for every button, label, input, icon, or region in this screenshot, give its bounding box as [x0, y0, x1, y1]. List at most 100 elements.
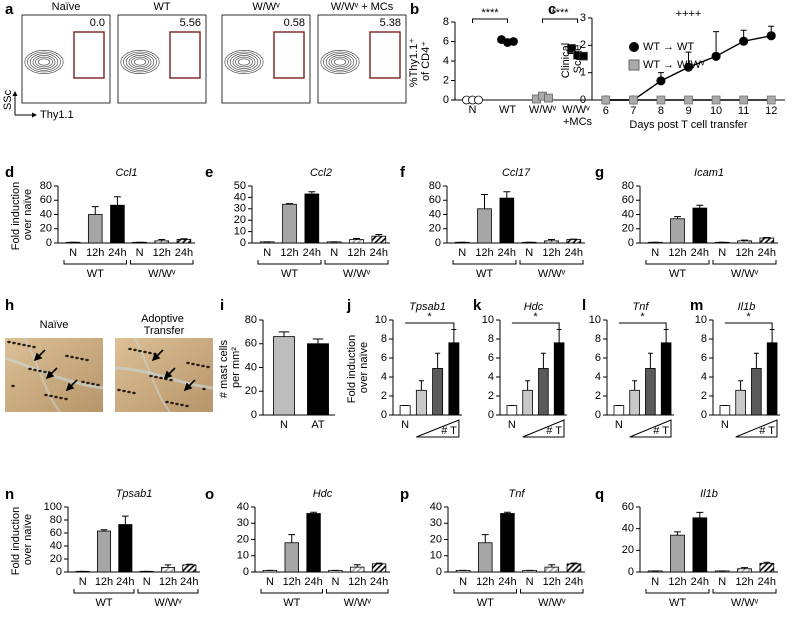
y-tick-label: 1	[580, 67, 586, 79]
cell	[44, 393, 48, 397]
group-bracket	[645, 260, 710, 265]
contour	[35, 56, 53, 68]
x-axis-label: Thy1.1	[40, 109, 74, 121]
panel-letter: g	[595, 164, 604, 181]
y-tick-label: 0	[435, 237, 441, 249]
x-tick-label: N	[615, 419, 623, 431]
y-tick-label: 60	[622, 194, 634, 206]
group-label: WT	[476, 268, 493, 280]
y-tick-label: 10	[234, 226, 246, 238]
x-tick-label: 10	[710, 105, 722, 117]
arrow	[45, 367, 58, 380]
y-tick-label: 4	[488, 371, 494, 383]
y-tick-label: 80	[40, 180, 52, 192]
chart-title: Hdc	[313, 488, 333, 500]
arrow	[163, 367, 176, 380]
bar	[500, 513, 515, 573]
error-bar	[91, 206, 99, 215]
cell	[38, 369, 42, 373]
x-tick-label: 24h	[565, 247, 583, 259]
cell	[59, 396, 63, 400]
x-tick-label: 24h	[498, 576, 516, 588]
y-tick-label: 0	[628, 237, 634, 249]
error-bar	[353, 237, 360, 240]
error-bar	[481, 194, 488, 209]
contour	[29, 53, 59, 71]
gate	[369, 31, 401, 79]
y-tick-label: 40	[429, 208, 441, 220]
cell	[154, 375, 158, 379]
x-tick-label: 24h	[303, 247, 321, 259]
bar	[629, 389, 640, 416]
x-tick-label: N	[718, 247, 726, 259]
cell	[149, 374, 153, 378]
dose-ramp	[735, 419, 778, 438]
point	[684, 95, 693, 105]
error-bar	[556, 329, 562, 343]
bar	[737, 568, 752, 573]
contour	[323, 51, 357, 73]
cell	[169, 378, 173, 382]
y-tick-label: 6	[488, 352, 494, 364]
cell	[28, 367, 32, 371]
point	[474, 95, 483, 105]
bar	[273, 336, 295, 416]
x-tick-label: N	[280, 419, 288, 431]
chart-title: Tpsab1	[116, 488, 153, 500]
y-tick-label: 0	[443, 94, 449, 106]
bar	[477, 542, 493, 573]
cell	[96, 383, 100, 387]
chart-title: Ccl1	[115, 167, 137, 179]
contour	[125, 53, 155, 71]
y-tick-label: 2	[595, 390, 601, 402]
y-tick-label: 0	[251, 409, 257, 421]
x-tick-label: N	[69, 247, 77, 259]
x-tick-label: N	[508, 419, 516, 431]
y-tick-label: 20	[622, 223, 634, 235]
y-tick-label: 40	[50, 540, 62, 552]
group-label: WT	[87, 268, 104, 280]
x-tick-label: N	[525, 247, 533, 259]
bar	[719, 405, 731, 416]
y-tick-label: 2	[443, 74, 449, 86]
sig-bracket	[511, 322, 560, 330]
y-tick-label: 10	[237, 550, 249, 562]
cell	[122, 389, 126, 393]
image-label: Adoptive Transfer	[141, 313, 187, 337]
y-tick-label: 30	[234, 203, 246, 215]
bar	[349, 239, 364, 244]
x-tick-label: 6	[603, 105, 609, 117]
y-tick-label: 4	[701, 371, 707, 383]
plot-frame	[317, 14, 407, 104]
panel-letter: c	[548, 1, 556, 18]
ramp-label: # T	[759, 425, 775, 437]
bar	[432, 368, 444, 416]
group-bracket	[63, 260, 127, 265]
x-tick-label: 24h	[304, 576, 322, 588]
bar	[660, 342, 672, 416]
y-tick-label: 0	[595, 409, 601, 421]
gate	[169, 31, 201, 79]
x-tick-label: W/Wᵛ	[529, 104, 557, 116]
plot-frame	[21, 14, 111, 104]
point	[739, 95, 748, 105]
y-tick-label: 60	[40, 194, 52, 206]
y-tick-label: 40	[40, 208, 52, 220]
cell	[153, 352, 157, 356]
cell	[12, 341, 16, 345]
x-tick-label: N	[136, 247, 144, 259]
contour	[328, 55, 352, 69]
x-tick-label: 24h	[498, 247, 516, 259]
cell	[117, 388, 121, 392]
error-bar	[503, 511, 511, 514]
y-tick-label: 40	[237, 501, 249, 513]
error-bar	[548, 564, 556, 568]
tissue-fiber	[134, 337, 171, 413]
group-label: W/Wᵛ	[538, 268, 566, 280]
panel-letter: p	[400, 486, 409, 503]
x-tick-label: 24h	[691, 576, 709, 588]
cell	[132, 391, 136, 395]
y-tick-label: 8	[701, 333, 707, 345]
contour	[232, 55, 256, 69]
x-tick-label: 24h	[370, 576, 388, 588]
